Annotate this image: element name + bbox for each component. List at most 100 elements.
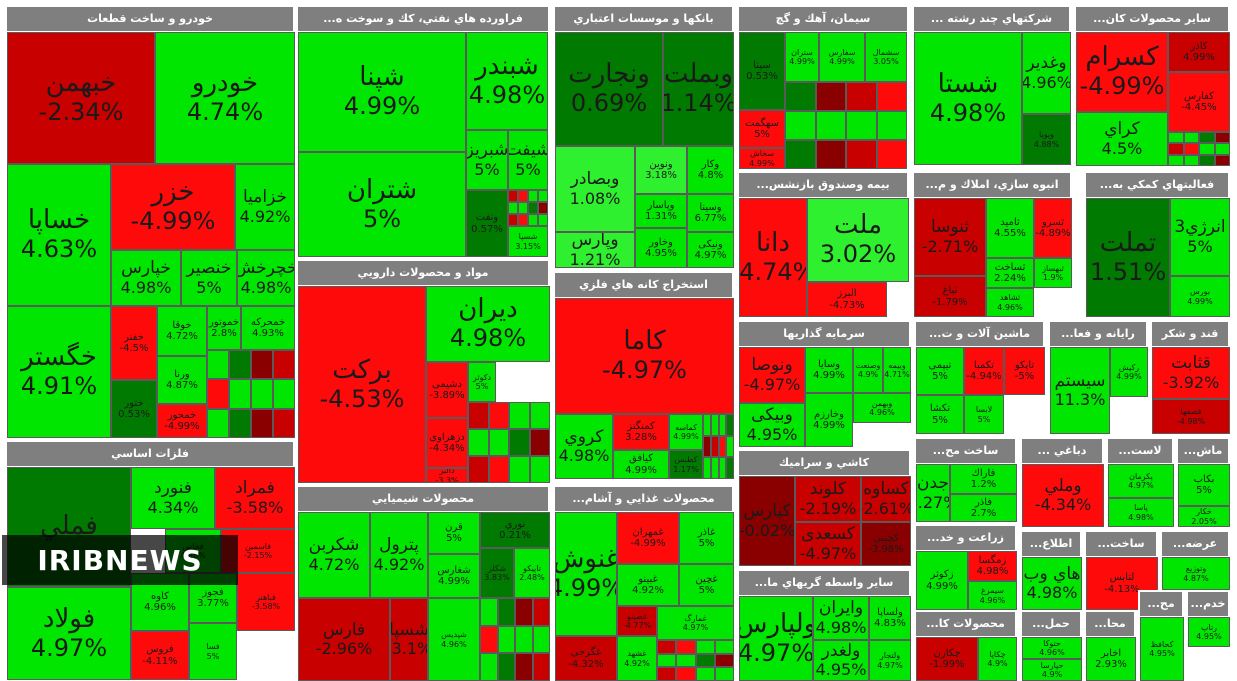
stock-tile-كپارس[interactable]: كپارس -0.02% [739, 476, 795, 566]
stock-tile-زمگسا[interactable]: زمگسا 4.98% [968, 551, 1017, 581]
sector-title[interactable]: محا... [1086, 612, 1134, 636]
stock-tile-شغارس[interactable]: شغارس 4.99% [428, 554, 480, 598]
tiny-tile[interactable] [1168, 143, 1184, 155]
stock-tile-دكوثر[interactable]: دكوثر 5% [468, 362, 496, 402]
stock-tile-تكشا[interactable]: تكشا 5% [916, 395, 964, 434]
stock-tile-شتران[interactable]: شتران 5% [298, 152, 466, 257]
sector-title[interactable]: سيمان، آهك و گچ [739, 7, 907, 31]
stock-tile-وخارزم[interactable]: وخارزم 4.99% [805, 393, 853, 447]
stock-tile-شبندر[interactable]: شبندر 4.98% [466, 32, 548, 130]
stock-tile-تاپكو[interactable]: تاپكو -5% [1004, 347, 1045, 395]
tiny-tile[interactable] [1214, 132, 1230, 144]
tiny-tile[interactable] [657, 653, 677, 668]
stock-tile-ثشاهد[interactable]: ثشاهد 4.96% [986, 288, 1034, 317]
stock-tile-البرز[interactable]: البرز -4.73% [807, 282, 887, 317]
tiny-tile[interactable] [726, 414, 734, 436]
tiny-tile[interactable] [229, 379, 251, 409]
stock-tile-غاذر[interactable]: غاذر 5% [679, 512, 734, 564]
tiny-tile[interactable] [497, 598, 515, 626]
sector-title[interactable]: سرمايه گذاريها [739, 322, 909, 346]
stock-tile-سيستم[interactable]: سيستم 11.3% [1050, 347, 1110, 434]
stock-tile-خنصیر[interactable]: خنصیر 5% [181, 250, 237, 306]
stock-tile-وصنعت[interactable]: وصنعت 4.9% [853, 347, 883, 393]
stock-tile-خبهمن[interactable]: خبهمن -2.34% [7, 32, 155, 164]
stock-tile-شكلر[interactable]: شكلر 3.83% [480, 548, 514, 598]
sector-title[interactable]: عرضه... [1162, 532, 1228, 556]
stock-tile-فسا[interactable]: فسا 5% [189, 623, 237, 680]
stock-tile-لابسا[interactable]: لابسا 5% [964, 395, 1004, 434]
stock-tile-وبهمن[interactable]: وبهمن 4.96% [853, 393, 911, 423]
stock-tile-بكاب[interactable]: بكاب 5% [1178, 464, 1230, 506]
stock-tile-ديران[interactable]: ديران 4.98% [426, 286, 550, 362]
tiny-tile[interactable] [480, 625, 498, 654]
tiny-tile[interactable] [676, 653, 696, 668]
stock-tile-ونجارت[interactable]: ونجارت 0.69% [555, 32, 663, 146]
tiny-tile[interactable] [497, 653, 515, 681]
tiny-tile[interactable] [229, 408, 251, 438]
stock-tile-پترول[interactable]: پترول 4.92% [370, 512, 428, 598]
stock-tile-شپدیس[interactable]: شپدیس 4.96% [428, 598, 480, 681]
sector-title[interactable]: محصولات غذايي و آشام... [555, 487, 732, 511]
tiny-tile[interactable] [695, 653, 715, 668]
stock-tile-كيافق[interactable]: كيافق 4.99% [613, 450, 669, 479]
stock-tile-وكار[interactable]: وكار 4.8% [687, 146, 734, 194]
tiny-tile[interactable] [532, 653, 550, 681]
stock-tile-غگرجی[interactable]: غگرجی -4.32% [555, 636, 617, 681]
tiny-tile[interactable] [515, 625, 533, 654]
tiny-tile[interactable] [846, 82, 877, 111]
tiny-tile[interactable] [509, 429, 530, 456]
stock-tile-وبصادر[interactable]: وبصادر 1.08% [555, 146, 635, 232]
tiny-tile[interactable] [1168, 154, 1184, 166]
stock-tile-خموتور[interactable]: خموتور 2.8% [207, 306, 241, 350]
stock-tile-ثبهساز[interactable]: ثبهساز 1.9% [1034, 258, 1072, 288]
stock-tile-قرن[interactable]: قرن 5% [428, 512, 480, 554]
stock-tile-دالبر[interactable]: دالبر -3.3% [426, 468, 468, 483]
stock-tile-شبریز[interactable]: شبریز 5% [466, 130, 508, 190]
tiny-tile[interactable] [815, 111, 846, 140]
stock-tile-ولتجار[interactable]: ولتجار 4.97% [869, 640, 911, 681]
tiny-tile[interactable] [876, 111, 907, 140]
stock-tile-غمارگ[interactable]: غمارگ 4.97% [657, 606, 734, 640]
stock-tile-سیمرغ[interactable]: سیمرغ 4.96% [968, 581, 1017, 610]
stock-tile-فمراد[interactable]: فمراد -3.58% [215, 467, 295, 529]
stock-tile-وبملت[interactable]: وبملت 1.14% [663, 32, 734, 146]
stock-tile-چكاپا[interactable]: چكاپا 4.9% [978, 637, 1017, 681]
stock-tile-شسپا[interactable]: شسپا 3.15% [508, 226, 548, 257]
tiny-tile[interactable] [710, 457, 719, 479]
tiny-tile[interactable] [468, 429, 489, 456]
stock-tile-چكارن[interactable]: چكارن -1.99% [916, 637, 978, 681]
stock-tile-شیفت[interactable]: شیفت5% [508, 130, 548, 190]
tiny-tile[interactable] [785, 82, 816, 111]
tiny-tile[interactable] [1168, 132, 1184, 144]
stock-tile-فروس[interactable]: فروس -4.11% [131, 631, 189, 680]
stock-tile-كحافظ[interactable]: كحافظ 4.95% [1140, 617, 1184, 681]
stock-tile-اخابر[interactable]: اخابر 2.93% [1086, 637, 1136, 681]
tiny-tile[interactable] [1183, 143, 1199, 155]
tiny-tile[interactable] [1199, 154, 1215, 166]
stock-tile-تملت[interactable]: تملت 1.51% [1086, 198, 1170, 317]
stock-tile-سفارس[interactable]: سفارس 4.99% [819, 32, 865, 82]
stock-tile-ورنا[interactable]: ورنا 4.87% [157, 356, 207, 404]
tiny-tile[interactable] [207, 379, 229, 409]
stock-tile-خساپا[interactable]: خساپا 4.63% [7, 164, 111, 306]
tiny-tile[interactable] [703, 414, 711, 436]
stock-tile-ونفت[interactable]: ونفت 0.57% [466, 190, 508, 257]
tiny-tile[interactable] [695, 640, 715, 654]
sector-title[interactable]: فلزات اساسي [7, 442, 293, 466]
tiny-tile[interactable] [714, 640, 734, 654]
stock-tile-غمهران[interactable]: غمهران -4.99% [617, 512, 679, 564]
sector-title[interactable]: ماش... [1178, 439, 1228, 463]
stock-tile-كمنگنز[interactable]: كمنگنز 3.28% [613, 414, 669, 450]
stock-tile-بورس[interactable]: بورس 4.99% [1170, 276, 1230, 317]
stock-tile-خگستر[interactable]: خگستر 4.91% [7, 306, 111, 438]
stock-tile-خزامیا[interactable]: خزامیا 4.92% [235, 164, 295, 250]
stock-tile-فباهنر[interactable]: فباهنر -3.58% [237, 573, 295, 631]
stock-tile-وپارس[interactable]: وپارس 1.21% [555, 232, 635, 268]
stock-tile-وغدیر[interactable]: وغدیر 4.96% [1022, 32, 1071, 114]
stock-tile-ستران[interactable]: ستران 4.99% [785, 32, 819, 82]
stock-tile-كسرام[interactable]: كسرام -4.99% [1076, 32, 1168, 112]
sector-title[interactable]: دباغي ... [1022, 439, 1102, 463]
sector-title[interactable]: لاست... [1108, 439, 1172, 463]
stock-tile-كاذر[interactable]: كاذر 4.99% [1168, 32, 1230, 72]
tiny-tile[interactable] [695, 667, 715, 681]
